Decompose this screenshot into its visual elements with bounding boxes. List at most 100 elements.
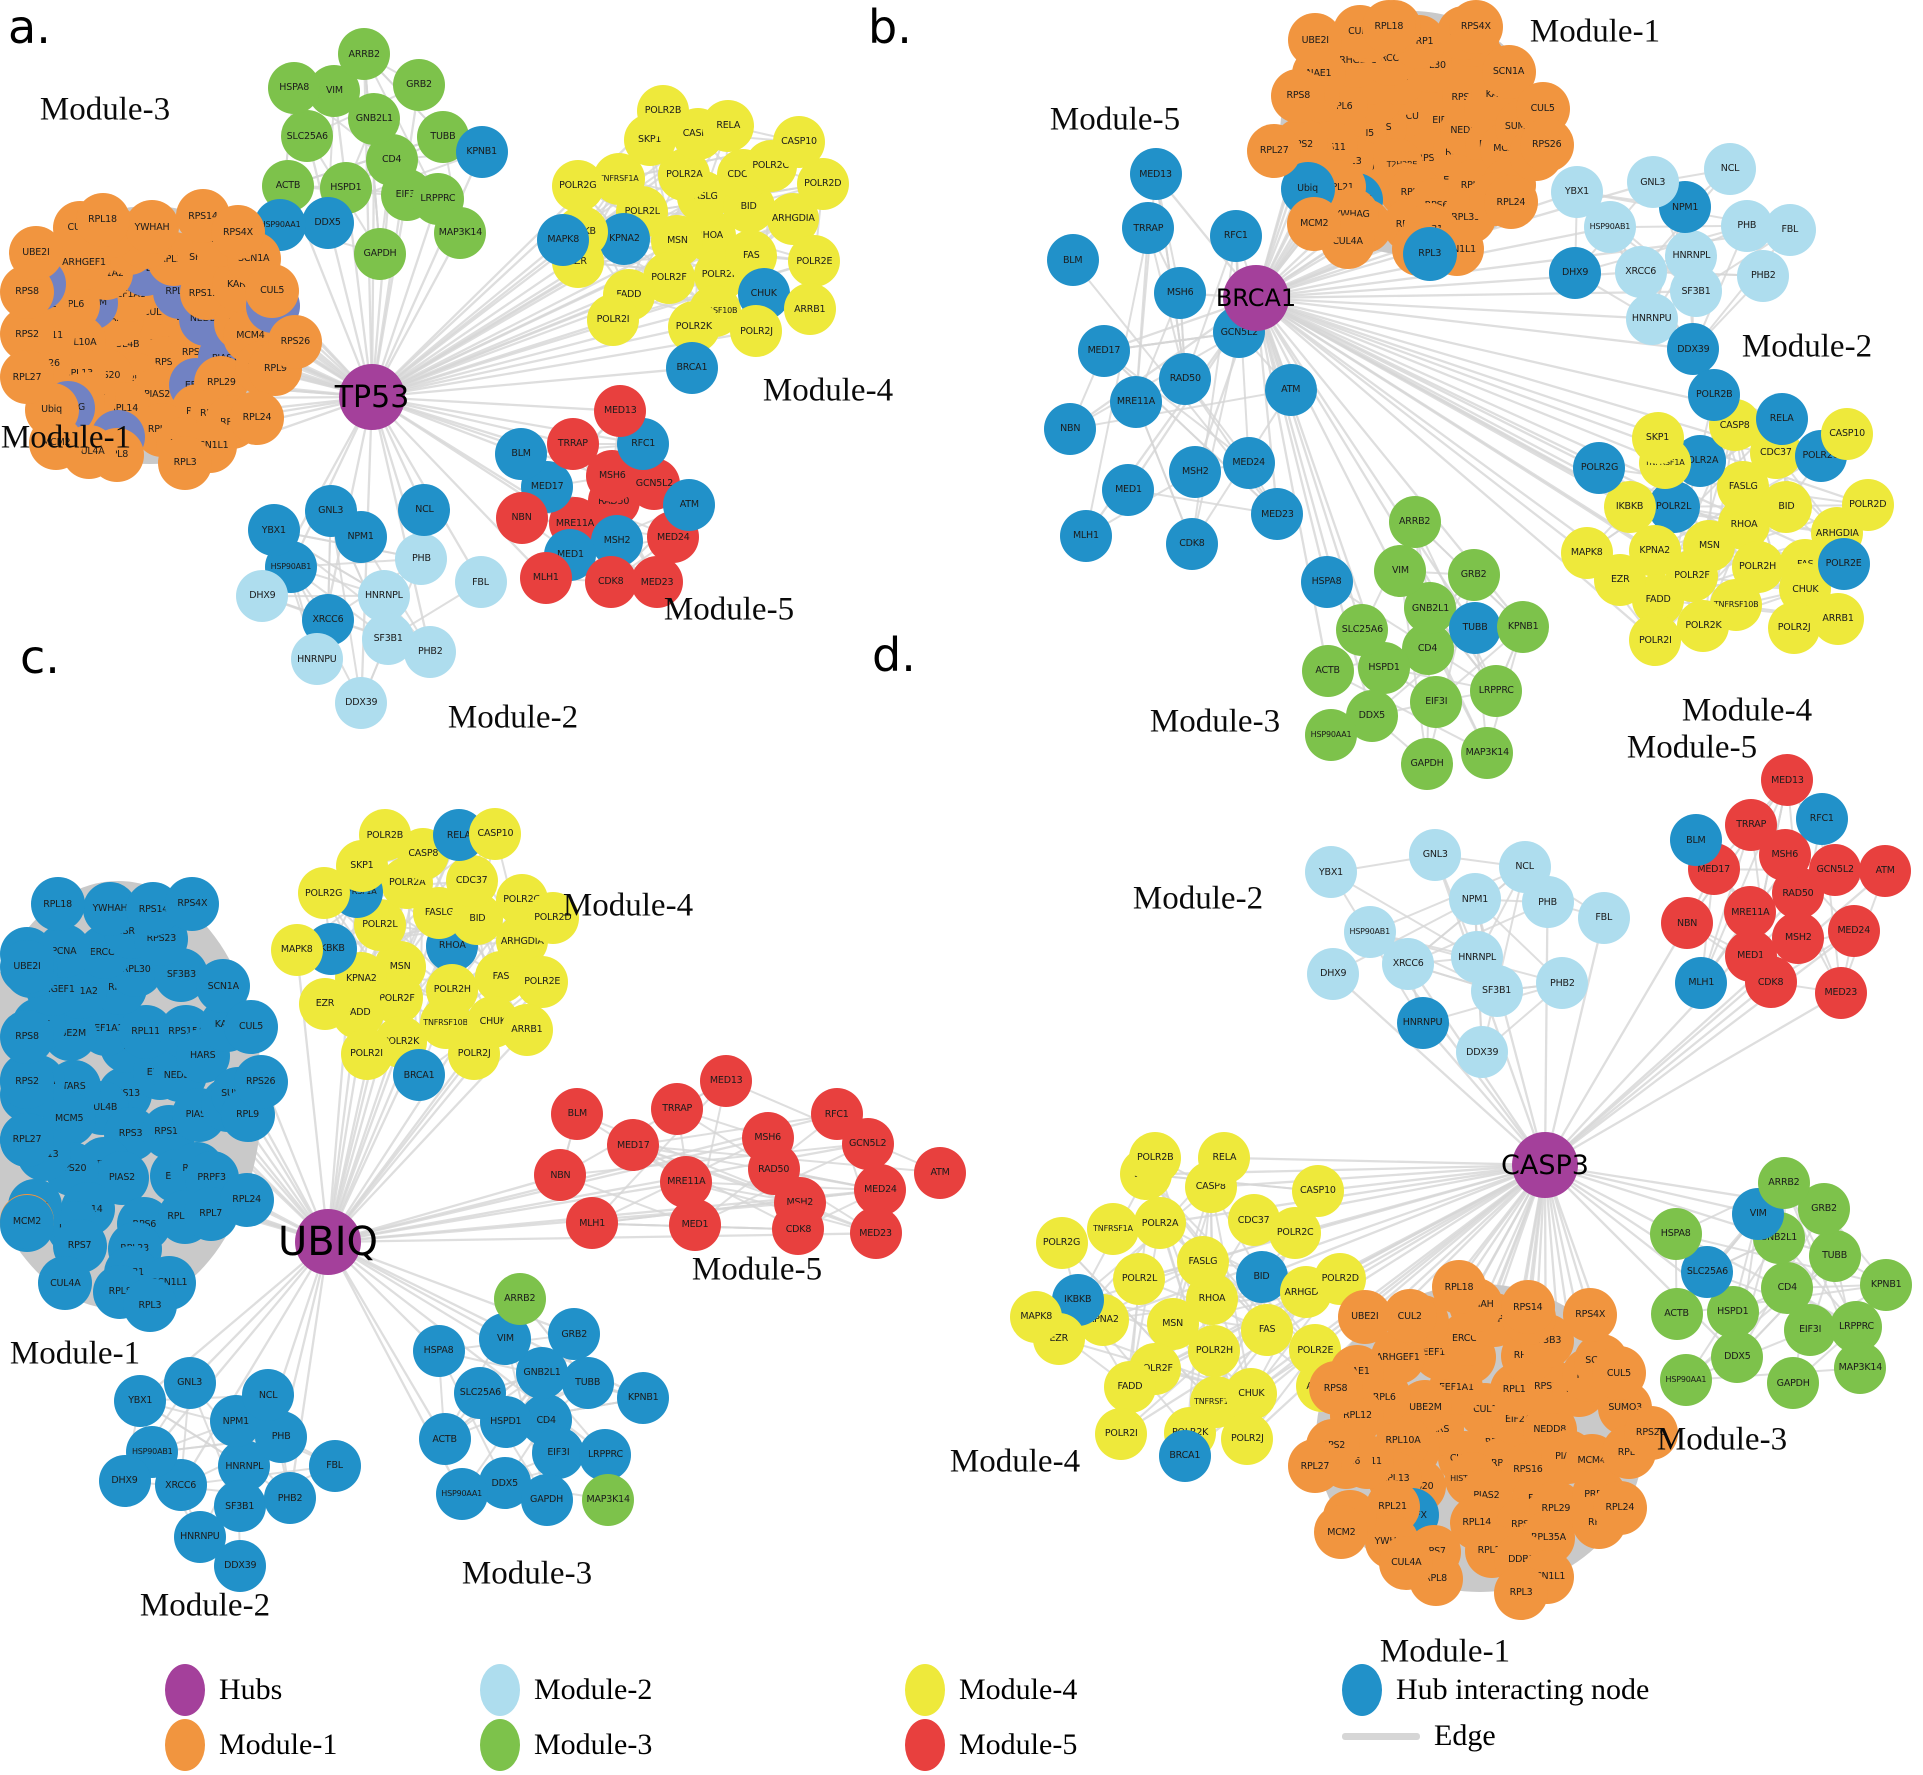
gene-node: MED24 — [1827, 904, 1880, 957]
gene-node: RPL24 — [219, 1173, 274, 1228]
gene-node: EIF3I — [532, 1427, 585, 1480]
gene-node: RPS4X — [1448, 0, 1503, 54]
edge — [1332, 972, 1546, 1166]
edge — [371, 325, 695, 399]
gene-node: FBL — [308, 1439, 361, 1492]
gene-node: BLM — [1669, 814, 1722, 867]
gene-node: MED13 — [1761, 754, 1814, 807]
gene-node: RPS4X — [210, 205, 265, 260]
gene-node: POLR2L — [1647, 480, 1700, 533]
gene-node: POLR2L — [1113, 1252, 1166, 1305]
module-label-d-m3: Module-3 — [1656, 1421, 1788, 1458]
gene-node: MSH6 — [1154, 267, 1207, 320]
edge — [1544, 1164, 1739, 1359]
gene-node: ATM — [1264, 363, 1317, 416]
gene-node: SLC25A6 — [281, 110, 334, 163]
edge — [1255, 296, 1652, 320]
edge — [179, 1241, 329, 1487]
gene-node: GNL3 — [1626, 156, 1679, 209]
gene-node: NBN — [1044, 403, 1097, 456]
gene-node: ARRB2 — [1757, 1156, 1810, 1209]
gene-node: YBX1 — [247, 504, 300, 557]
gene-node: GAPDH — [1767, 1357, 1820, 1410]
gene-node: ACTB — [1650, 1287, 1703, 1340]
gene-node: EIF3I — [1784, 1303, 1837, 1356]
gene-node: RPL27 — [0, 350, 54, 405]
edge — [287, 135, 444, 187]
gene-node: RELA — [1198, 1131, 1251, 1184]
gene-node: CUL5 — [245, 264, 300, 319]
gene-node: MED23 — [1251, 488, 1304, 541]
gene-node: MED17 — [1077, 324, 1130, 377]
module-label-d-m5: Module-5 — [1626, 729, 1758, 766]
edge — [371, 367, 693, 399]
gene-node: RPL3 — [1402, 226, 1457, 281]
edge — [371, 240, 678, 399]
edge — [1135, 228, 1150, 403]
gene-node: MAP3K14 — [1461, 726, 1514, 779]
gene-node: POLR2G — [1573, 441, 1626, 494]
gene-node: LRPPRC — [579, 1428, 632, 1481]
gene-node: ATM — [914, 1146, 967, 1199]
gene-node: RPL24 — [1483, 175, 1538, 230]
legend-label: Module-5 — [959, 1728, 1078, 1761]
gene-node: POLR2B — [636, 85, 689, 138]
gene-node: RPS14 — [1500, 1280, 1555, 1335]
edge — [1255, 297, 1657, 642]
gene-node: HSP90AA1 — [435, 1468, 488, 1521]
gene-node: MSH2 — [1169, 445, 1222, 498]
gene-node: CDK8 — [1165, 517, 1218, 570]
gene-node: MAPK8 — [1010, 1290, 1063, 1343]
edge — [371, 395, 621, 413]
gene-node: ACTB — [418, 1413, 471, 1466]
gene-node: POLR2G — [551, 159, 604, 212]
gene-node: FBL — [454, 556, 507, 609]
gene-node: RFC1 — [1795, 792, 1848, 845]
edge — [1255, 297, 1477, 629]
edge — [1069, 331, 1240, 430]
gene-node: RPL27 — [1247, 123, 1302, 178]
gene-node: BID — [1760, 480, 1813, 533]
gene-node: ARRB2 — [493, 1272, 546, 1325]
gene-node: RPL24 — [230, 391, 285, 446]
edge — [1686, 779, 1789, 924]
gene-node: ATM — [663, 478, 716, 531]
gene-node: YWHAH — [124, 200, 179, 255]
edge — [1255, 296, 1666, 464]
gene-node: HSPA8 — [1649, 1207, 1702, 1260]
gene-node: NPM1 — [1448, 873, 1501, 926]
gene-node: MED17 — [607, 1119, 660, 1172]
gene-node: NPM1 — [1659, 181, 1712, 234]
gene-node: MED24 — [1222, 436, 1275, 489]
module-label-b-m5: Module-5 — [1049, 101, 1181, 138]
gene-node: ATM — [1859, 845, 1912, 898]
edge — [371, 294, 630, 399]
gene-node: MCM2 — [1287, 197, 1342, 252]
gene-node: ARRB2 — [338, 28, 391, 81]
gene-node: RFC1 — [1209, 209, 1262, 262]
edge — [327, 1174, 561, 1244]
edge — [151, 1241, 329, 1454]
edge — [1544, 1163, 1759, 1215]
gene-node: NCL — [1704, 143, 1756, 196]
gene-node: KPNB1 — [1860, 1258, 1913, 1311]
gene-node: RPL18 — [1361, 0, 1416, 54]
edge — [327, 1241, 446, 1440]
edge — [633, 1113, 837, 1147]
gene-node: GNL3 — [1409, 829, 1462, 882]
gene-node: POLR2J — [730, 305, 783, 358]
gene-node: HSP90AA1 — [1305, 708, 1358, 761]
module-label-c-m5: Module-5 — [691, 1251, 823, 1288]
legend-swatch-m1 — [165, 1719, 205, 1771]
legend-edge-swatch — [1342, 1732, 1420, 1740]
gene-node: MSH6 — [741, 1111, 794, 1164]
gene-node: MED23 — [631, 556, 684, 609]
gene-node: NBN — [1661, 897, 1714, 950]
gene-node: POLR2G — [1035, 1216, 1088, 1269]
gene-node: DDX5 — [301, 196, 354, 249]
gene-node: TUBB — [1449, 601, 1502, 654]
gene-node: POLR2I — [340, 1027, 393, 1080]
panel-letter-d: d. — [872, 628, 916, 682]
gene-node: NCL — [242, 1369, 295, 1422]
